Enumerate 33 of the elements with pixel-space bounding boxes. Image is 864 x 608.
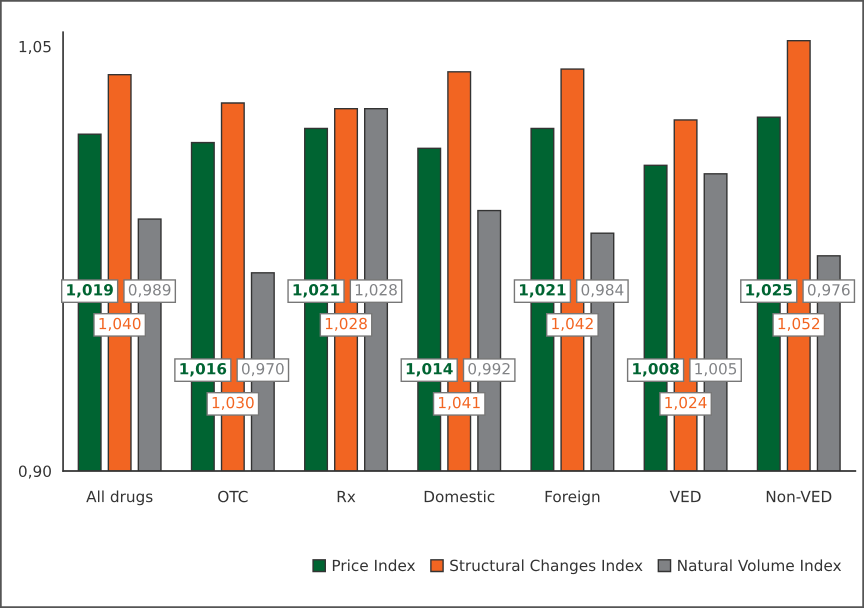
data-label: 1,028 <box>356 284 397 298</box>
x-tick-label: Foreign <box>546 490 600 506</box>
data-label: 0,984 <box>582 284 624 298</box>
data-label: 1,019 <box>67 284 113 298</box>
data-label: 1,040 <box>99 318 141 331</box>
data-label: 1,028 <box>326 318 367 331</box>
data-label: 1,052 <box>778 318 820 331</box>
x-tick-label: VED <box>670 490 701 502</box>
data-label: 0,976 <box>808 284 850 298</box>
data-label: 1,021 <box>294 284 340 298</box>
data-label: 1,041 <box>439 396 480 410</box>
data-label: 0,989 <box>128 284 170 298</box>
x-tick-label: OTC <box>218 490 248 502</box>
data-label: 1,016 <box>180 362 226 376</box>
data-label: 1,042 <box>552 318 593 331</box>
data-label: 1,030 <box>212 396 254 410</box>
data-label: 1,005 <box>695 362 736 376</box>
data-label: 1,021 <box>520 284 566 298</box>
x-tick-label: Non-VED <box>766 490 832 502</box>
data-label: 1,025 <box>746 284 792 298</box>
y-tick-label: 1,05 <box>20 40 51 54</box>
x-tick-label: All drugs <box>86 490 152 506</box>
data-label: 1,014 <box>406 362 453 376</box>
legend-label: Price Index <box>332 559 416 572</box>
y-tick-label: 0,90 <box>18 465 51 479</box>
data-label: 1,008 <box>633 362 679 376</box>
data-label: 1,024 <box>665 396 707 410</box>
legend-label: Natural Volume Index <box>678 559 842 572</box>
legend-label: Structural Changes Index <box>450 559 643 574</box>
x-tick-label: Domestic <box>424 490 494 502</box>
data-label: 0,992 <box>468 362 510 376</box>
data-label: 0,970 <box>242 362 284 376</box>
x-tick-label: Rx <box>338 490 356 502</box>
